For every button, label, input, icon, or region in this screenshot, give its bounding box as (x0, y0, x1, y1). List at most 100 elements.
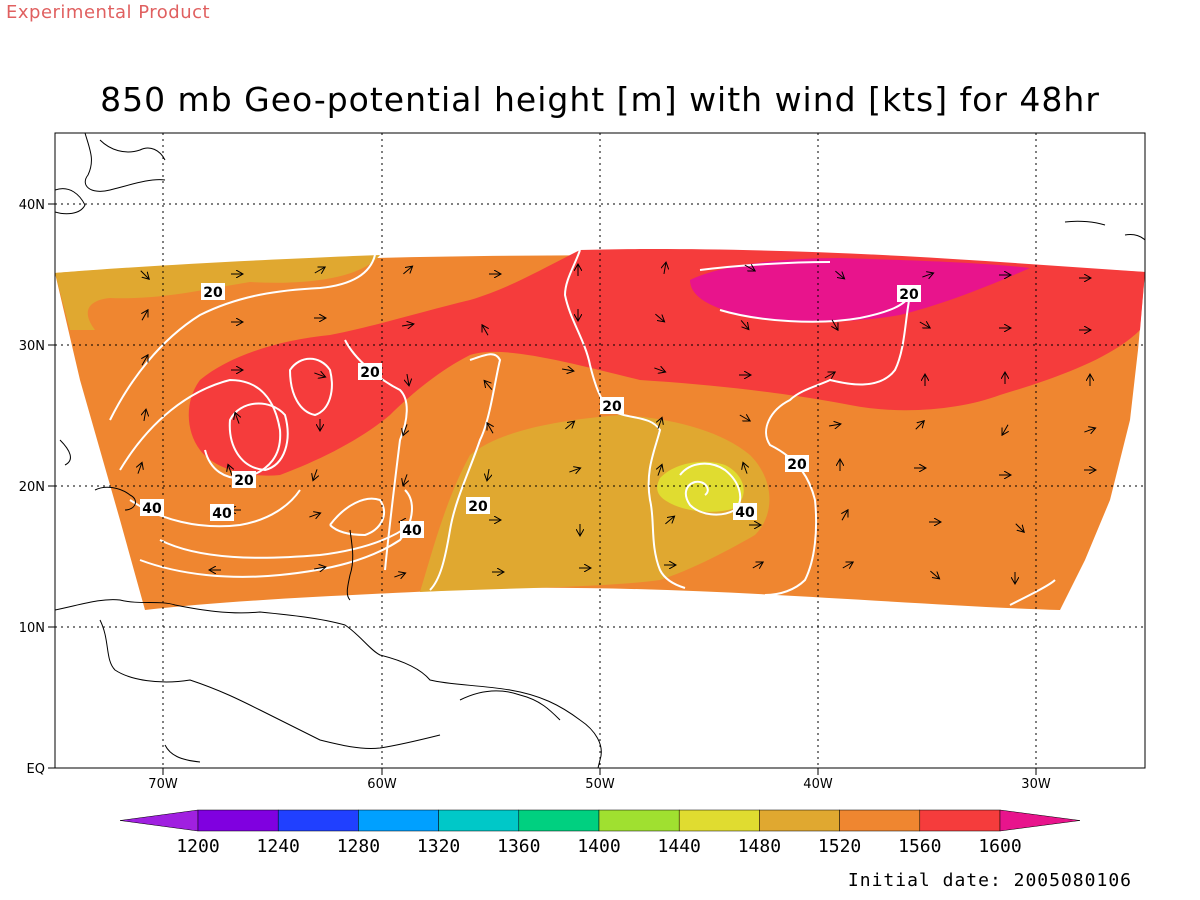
band-1480 (657, 461, 744, 512)
colorbar-label: 1480 (738, 836, 781, 857)
wind-arrow (829, 424, 841, 426)
wind-arrow (930, 570, 939, 579)
wind-arrow (919, 322, 930, 328)
band-1520-nw (55, 255, 380, 330)
wind-arrow (235, 412, 239, 424)
lat-label-eq: EQ (27, 762, 45, 777)
wind-arrow (403, 474, 407, 485)
contour-label: 20 (234, 473, 254, 489)
colorbar-segment (678, 809, 760, 832)
wind-arrow (314, 567, 326, 569)
wind-arrow (313, 469, 317, 480)
contour-label: 40 (212, 506, 232, 522)
wind-arrow (309, 513, 320, 517)
wind-arrow (824, 372, 835, 378)
colorbar-label: 1520 (818, 836, 861, 857)
colorbar-segment (518, 809, 600, 832)
colorbar-segment (358, 809, 439, 832)
wind-arrow (655, 313, 664, 322)
wind-arrow (402, 324, 414, 326)
wind-arrow (407, 374, 409, 386)
colorbar-label: 1440 (658, 836, 701, 857)
coastlines (55, 133, 1145, 768)
wind-contours (109, 249, 1056, 606)
wind-arrow (228, 464, 232, 476)
wind-arrow (739, 415, 750, 421)
colorbar-label: 1200 (176, 836, 219, 857)
colorbar-segment (839, 809, 921, 832)
colorbar-label: 1320 (417, 836, 460, 857)
wind-arrow (482, 325, 488, 336)
colorbar-left-arrow (119, 809, 199, 832)
colorbar-segment (759, 809, 840, 832)
colorbar-segment (919, 809, 1001, 832)
wind-arrow (654, 368, 665, 372)
wind-arrow (562, 369, 574, 371)
wind-arrow (915, 421, 924, 430)
colorbar-label: 1400 (577, 836, 620, 857)
wind-arrow (314, 373, 325, 377)
wind-arrow (484, 380, 493, 390)
wind-arrow (832, 319, 838, 330)
initial-date: Initial date: 2005080106 (847, 870, 1132, 891)
chart-title: 850 mb Geo-potential height [m] with win… (100, 80, 1100, 119)
wind-arrow (658, 464, 662, 476)
lon-label-60w: 60W (367, 777, 397, 792)
wind-arrow (658, 417, 662, 429)
lat-label-30n: 30N (19, 339, 45, 354)
wind-arrow (922, 273, 933, 277)
contour-label: 40 (402, 523, 422, 539)
wind-arrow (743, 462, 747, 474)
lon-label-40w: 40W (803, 777, 833, 792)
wind-arrow (665, 516, 674, 525)
contour-label: 20 (787, 457, 807, 473)
lon-label-50w: 50W (585, 777, 615, 792)
wind-arrows (138, 262, 1096, 584)
wind-arrow (487, 469, 489, 481)
wind-arrow (842, 562, 853, 568)
band-gt-1600 (690, 258, 1030, 322)
colorbar-segment (438, 809, 520, 832)
wind-arrow (394, 573, 405, 577)
wind-arrow (842, 510, 848, 521)
wind-arrow (142, 355, 148, 366)
wind-arrow (740, 320, 749, 329)
wind-arrow (752, 562, 763, 568)
wind-arrow (144, 409, 146, 421)
wind-arrow (403, 266, 412, 275)
wind-arrow (403, 424, 407, 435)
wind-arrow (140, 270, 149, 279)
contour-label: 20 (602, 399, 622, 415)
colorbar-label: 1240 (257, 836, 300, 857)
wind-arrow (744, 265, 755, 271)
lon-label-30w: 30W (1021, 777, 1051, 792)
wind-arrow (1015, 523, 1024, 532)
axis-ticks (48, 203, 1037, 775)
contour-label: 20 (899, 287, 919, 303)
wind-arrow (138, 462, 142, 474)
colorbar: 1200 1240 1280 1320 1360 1400 1440 1480 1520 1560… (119, 809, 1081, 857)
contour-labels: 20 20 20 20 20 20 20 40 40 40 40 (140, 283, 921, 539)
colorbar-label: 1600 (978, 836, 1021, 857)
lat-label-10n: 10N (19, 621, 45, 636)
wind-arrow (664, 262, 666, 274)
experimental-product-label: Experimental Product (6, 2, 211, 23)
contour-label: 20 (468, 499, 488, 515)
contour-label: 20 (360, 365, 380, 381)
wind-arrow (1084, 428, 1095, 432)
contour-label: 40 (735, 505, 755, 521)
colorbar-right-arrow (999, 809, 1081, 832)
wind-arrow (835, 270, 844, 279)
colorbar-segment (277, 809, 359, 832)
colorbar-segment (598, 809, 680, 832)
wind-arrow (487, 423, 493, 434)
wind-arrow (565, 421, 574, 430)
wind-arrow (314, 267, 325, 273)
band-1520-center (420, 415, 770, 592)
lat-label-40n: 40N (19, 198, 45, 213)
colorbar-label: 1360 (497, 836, 540, 857)
colorbar-label: 1280 (337, 836, 380, 857)
wind-arrow (1002, 424, 1008, 435)
contour-label: 20 (203, 285, 223, 301)
